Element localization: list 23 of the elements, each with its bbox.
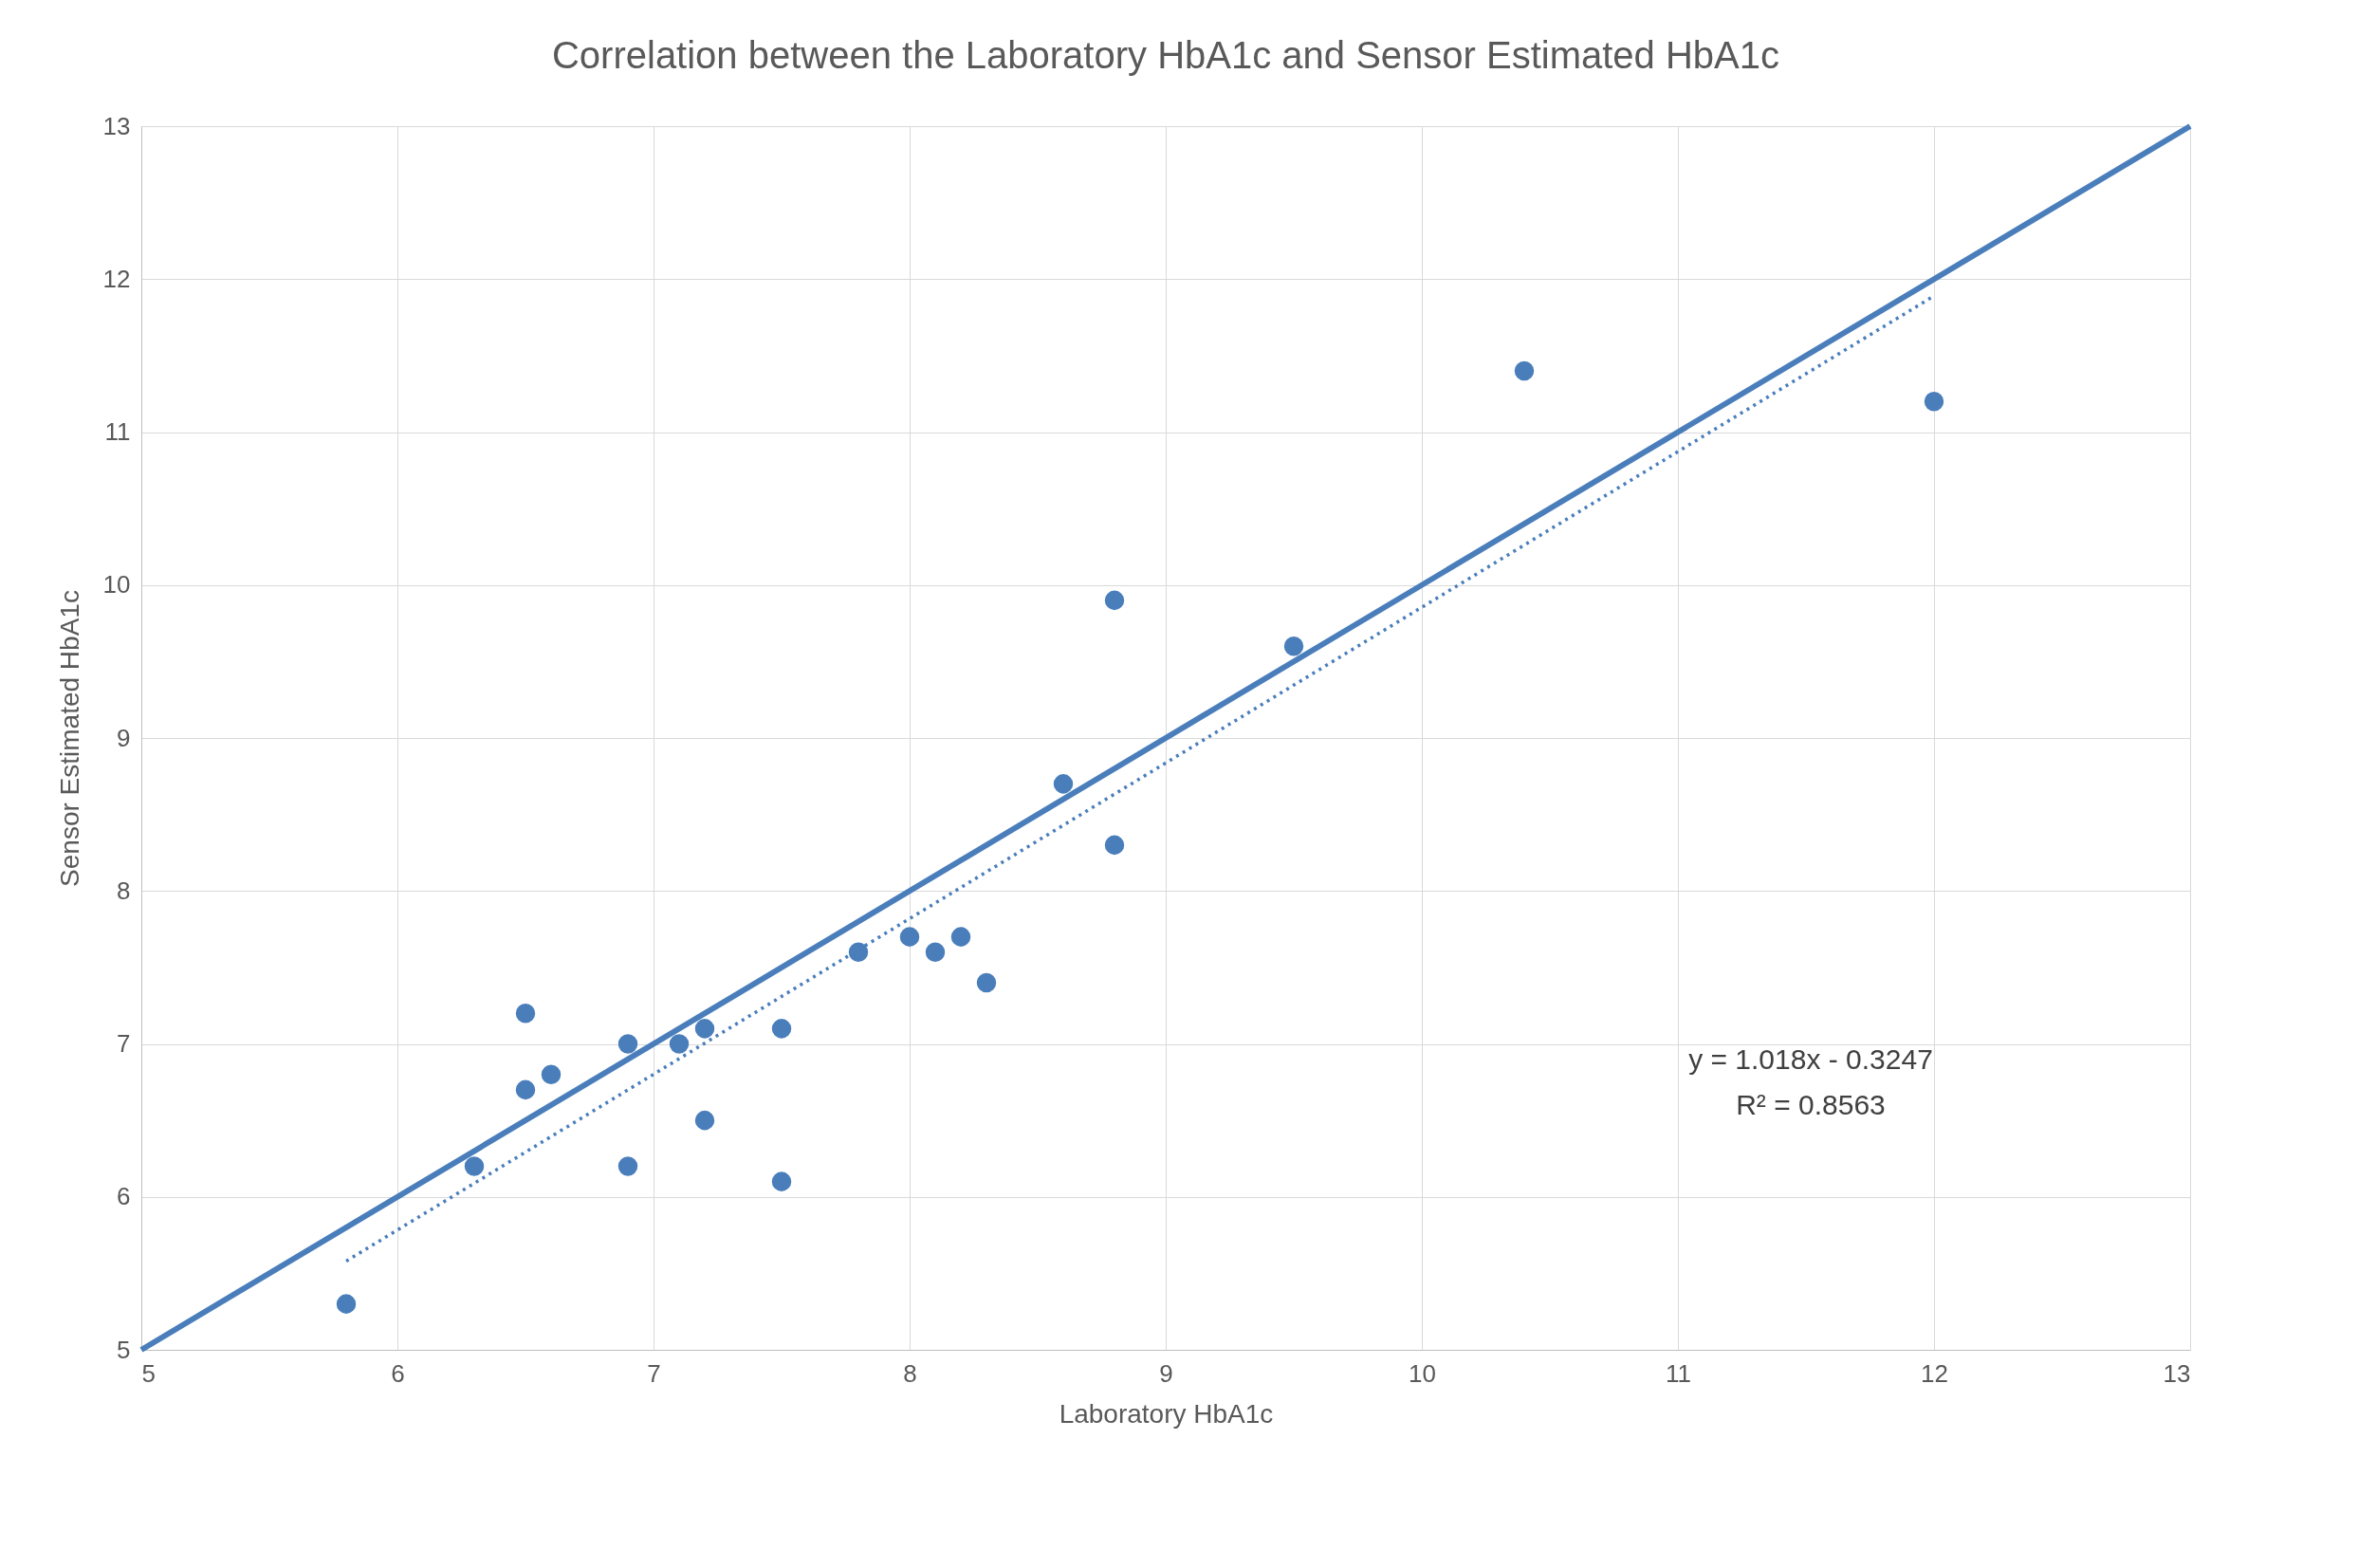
x-axis-title: Laboratory HbA1c xyxy=(1059,1398,1274,1429)
y-tick-label: 6 xyxy=(117,1182,131,1211)
y-tick-label: 5 xyxy=(117,1335,131,1364)
x-tick-label: 12 xyxy=(1921,1358,1948,1388)
y-tick-label: 11 xyxy=(104,417,131,446)
x-tick-label: 7 xyxy=(647,1358,661,1388)
x-tick-label: 13 xyxy=(2163,1358,2191,1388)
x-tick-label: 11 xyxy=(1666,1358,1691,1388)
x-tick-label: 9 xyxy=(1159,1358,1173,1388)
y-axis-title: Sensor Estimated HbA1c xyxy=(54,590,84,887)
x-tick-label: 6 xyxy=(391,1358,405,1388)
x-tick-label: 10 xyxy=(1409,1358,1436,1388)
y-tick-label: 10 xyxy=(102,570,131,600)
y-tick-label: 9 xyxy=(117,723,131,752)
x-tick-label: 5 xyxy=(141,1358,156,1388)
annotation: y = 1.018x - 0.3247 xyxy=(1688,1043,1933,1075)
annotation: R² = 0.8563 xyxy=(1736,1089,1886,1120)
x-tick-label: 8 xyxy=(903,1358,917,1388)
y-tick-label: 12 xyxy=(102,264,131,293)
chart-title: Correlation between the Laboratory HbA1c and Sensor Estimated HbA1c xyxy=(551,34,1780,76)
y-tick-label: 13 xyxy=(102,111,131,140)
y-tick-label: 8 xyxy=(117,876,131,905)
y-tick-label: 7 xyxy=(117,1029,131,1058)
